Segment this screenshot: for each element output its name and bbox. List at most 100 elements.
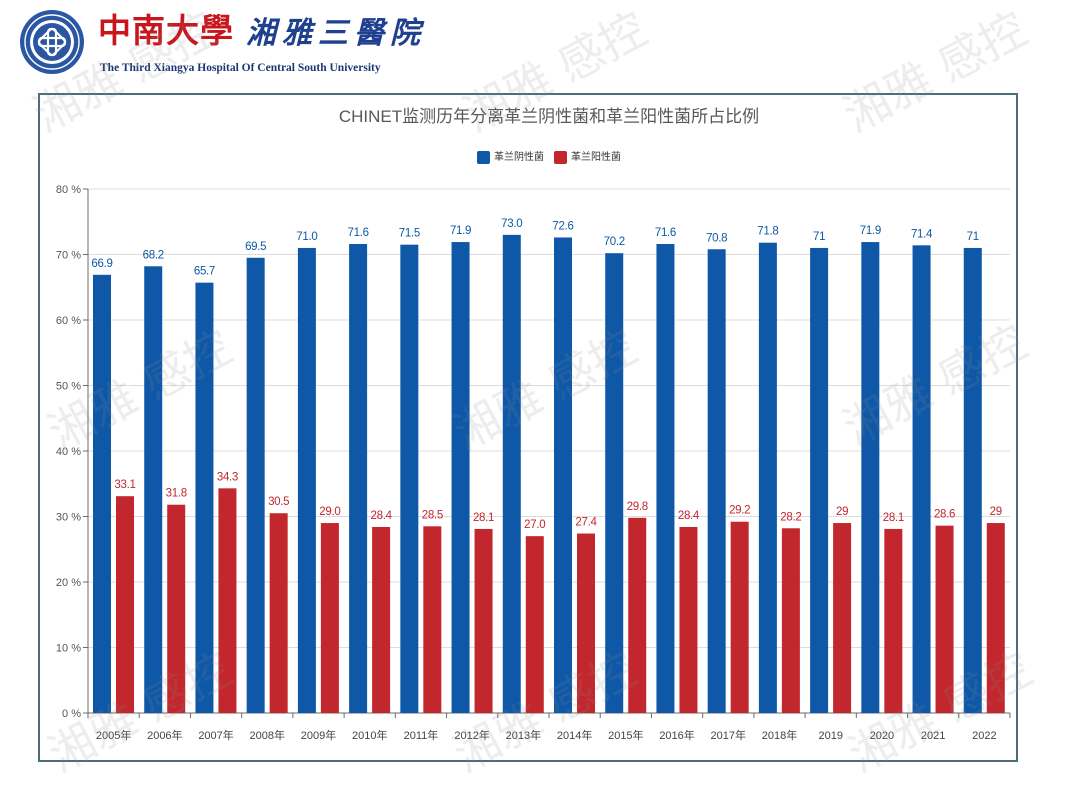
university-name-cn: 中南大學: [98, 14, 234, 50]
bar-gram-negative-14: [810, 247, 829, 713]
data-label-gram-positive-0: 33.1: [114, 479, 135, 491]
x-tick-label: 2016年: [659, 728, 694, 742]
data-label-gram-positive-2: 34.3: [217, 471, 238, 483]
data-label-gram-negative-9: 72.6: [552, 220, 573, 232]
bar-gram-positive-9: [577, 533, 595, 713]
data-label-gram-positive-6: 28.5: [422, 509, 443, 521]
bar-gram-negative-8: [502, 234, 521, 713]
data-label-gram-negative-14: 71: [813, 231, 825, 243]
bar-gram-negative-12: [707, 249, 726, 713]
bar-gram-negative-11: [656, 244, 675, 713]
data-label-gram-positive-10: 29.8: [627, 501, 648, 513]
bar-gram-negative-0: [93, 274, 111, 713]
bar-gram-negative-17: [963, 247, 982, 713]
axes: 0 % 10 % 20 % 30 % 40 % 50 % 60 % 70 % 80 % 2005年…: [56, 184, 1011, 742]
bar-gram-positive-12: [730, 521, 749, 713]
bar-gram-negative-10: [605, 253, 624, 713]
x-tick-label: 2005年: [96, 728, 131, 742]
data-label-gram-negative-4: 71.0: [296, 231, 317, 243]
data-label-gram-positive-15: 28.1: [883, 512, 904, 524]
bar-gram-negative-3: [246, 257, 265, 713]
data-label-gram-negative-11: 71.6: [655, 227, 676, 239]
x-tick-label: 2013年: [506, 728, 541, 742]
legend-label-gram-positive: 革兰阳性菌: [571, 152, 621, 163]
hospital-name-en: The Third Xiangya Hospital Of Central So…: [100, 62, 381, 74]
bar-gram-positive-14: [833, 523, 852, 713]
x-tick-label: 2018年: [762, 728, 797, 742]
bar-gram-positive-13: [781, 528, 800, 713]
legend-item-gram-negative: 革兰阴性菌: [477, 151, 544, 164]
x-tick-label: 2020: [870, 730, 894, 742]
data-label-gram-positive-14: 29: [836, 506, 848, 518]
bar-gram-negative-9: [554, 237, 572, 713]
x-tick-label: 2014年: [557, 728, 592, 742]
y-tick-label: 70 %: [56, 250, 81, 262]
data-label-gram-negative-0: 66.9: [91, 258, 112, 270]
bar-gram-negative-6: [400, 244, 419, 714]
bar-gram-negative-7: [451, 242, 470, 713]
bar-gram-positive-3: [269, 513, 288, 713]
data-label-gram-negative-17: 71: [967, 231, 979, 243]
data-label-gram-negative-13: 71.8: [757, 226, 778, 238]
data-label-gram-positive-8: 27.0: [524, 519, 545, 531]
y-tick-label: 40 %: [56, 446, 81, 458]
data-label-gram-negative-6: 71.5: [399, 228, 420, 240]
x-tick-label: 2011年: [404, 728, 439, 742]
bar-gram-positive-8: [525, 536, 544, 713]
data-label-gram-positive-11: 28.4: [678, 510, 700, 522]
bar-gram-positive-17: [986, 523, 1005, 713]
x-tick-label: 2015年: [608, 728, 643, 742]
data-label-gram-positive-16: 28.6: [934, 509, 955, 521]
data-label-gram-negative-16: 71.4: [911, 228, 933, 240]
bar-gram-positive-16: [935, 525, 954, 713]
data-label-gram-positive-5: 28.4: [371, 510, 393, 522]
bar-gram-positive-11: [679, 526, 698, 713]
bar-gram-negative-4: [297, 247, 316, 713]
y-tick-label: 60 %: [56, 315, 81, 327]
data-label-gram-negative-2: 65.7: [194, 266, 215, 278]
data-label-gram-negative-3: 69.5: [245, 241, 266, 253]
data-label-gram-positive-1: 31.8: [166, 488, 187, 500]
bar-gram-negative-13: [758, 242, 777, 713]
data-label-gram-positive-7: 28.1: [473, 512, 494, 524]
data-label-gram-positive-4: 29.0: [319, 506, 340, 518]
x-tick-label: 2008年: [250, 728, 285, 742]
x-tick-label: 2010年: [352, 728, 387, 742]
x-tick-label: 2017年: [711, 728, 746, 742]
legend-swatch-gram-positive: [554, 151, 567, 164]
x-tick-label: 2007年: [198, 728, 233, 742]
bar-gram-negative-15: [861, 242, 880, 713]
x-tick-label: 2012年: [454, 728, 489, 742]
data-label-gram-negative-15: 71.9: [860, 225, 881, 237]
bar-gram-negative-1: [144, 266, 163, 713]
gridlines: [88, 188, 1010, 648]
university-seal-icon: [19, 9, 85, 75]
bar-gram-positive-1: [167, 504, 186, 713]
bar-gram-negative-16: [912, 245, 931, 713]
bar-gram-positive-10: [628, 517, 647, 713]
data-label-gram-negative-5: 71.6: [348, 227, 369, 239]
x-tick-label: 2006年: [147, 728, 182, 742]
y-tick-label: 80 %: [56, 184, 81, 196]
bar-gram-positive-5: [372, 526, 391, 713]
legend-swatch-gram-negative: [477, 151, 490, 164]
y-tick-label: 10 %: [56, 643, 81, 655]
chart-legend: 革兰阴性菌 革兰阳性菌: [88, 150, 1010, 165]
bar-gram-positive-7: [474, 528, 493, 713]
data-label-gram-negative-10: 70.2: [604, 236, 625, 248]
data-label-gram-negative-12: 70.8: [706, 232, 727, 244]
data-label-gram-positive-17: 29: [990, 506, 1002, 518]
y-tick-label: 0 %: [62, 708, 81, 720]
hospital-name-cn: 湘雅三醫院: [246, 17, 426, 50]
x-tick-label: 2022: [972, 730, 996, 742]
y-tick-label: 30 %: [56, 512, 81, 524]
bar-gram-positive-4: [320, 523, 339, 713]
data-labels: 66.9 68.2 65.7 69.5 71.0 71.6 71.5 71.9 73.0 72.6…: [91, 218, 1002, 531]
data-label-gram-positive-13: 28.2: [780, 511, 801, 523]
bar-gram-positive-15: [884, 528, 903, 713]
data-label-gram-positive-3: 30.5: [268, 496, 289, 508]
y-tick-label: 50 %: [56, 381, 81, 393]
x-tick-label: 2021: [921, 730, 945, 742]
